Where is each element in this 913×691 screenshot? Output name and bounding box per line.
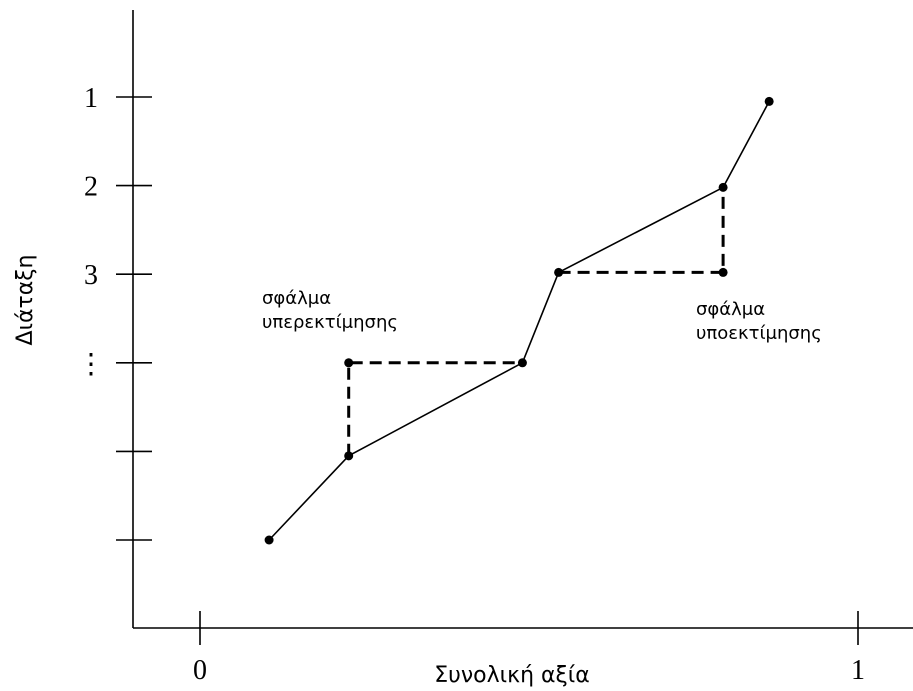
axes xyxy=(132,10,913,629)
error-annotation-label: σφάλμα xyxy=(696,299,765,320)
y-axis-label: Διάταξη xyxy=(13,255,38,346)
data-points xyxy=(264,96,774,545)
error-annotation-label: υποεκτίμησης xyxy=(696,323,822,344)
error-corner-point xyxy=(718,267,728,277)
data-point xyxy=(764,96,774,106)
data-point xyxy=(344,451,354,461)
y-tick-label: 2 xyxy=(84,172,98,203)
data-point xyxy=(554,267,564,277)
y-tick-label: 3 xyxy=(84,260,98,291)
series-polyline xyxy=(268,101,770,541)
error-dashed-path xyxy=(347,361,523,456)
data-point xyxy=(718,182,728,192)
y-tick-label: ⋮ xyxy=(77,349,105,380)
x-axis-label: Συνολική αξία xyxy=(434,663,589,688)
error-annotation-label: υπερεκτίμησης xyxy=(262,312,398,333)
y-tick-label: 1 xyxy=(84,83,98,114)
x-tick-label: 0 xyxy=(193,655,207,686)
error-annotation-label: σφάλμα xyxy=(262,288,331,309)
data-point xyxy=(264,535,274,545)
axis-labels: Συνολική αξία Διάταξη xyxy=(13,255,590,688)
data-point xyxy=(517,358,527,368)
error-markers: σφάλμα υπερεκτίμησης σφάλμα υποεκτίμησης xyxy=(262,187,822,456)
y-axis-ticks: 1 2 3 ⋮ xyxy=(77,83,152,541)
x-tick-label: 1 xyxy=(851,655,865,686)
series-line xyxy=(268,101,770,541)
error-corner-point xyxy=(344,358,354,368)
